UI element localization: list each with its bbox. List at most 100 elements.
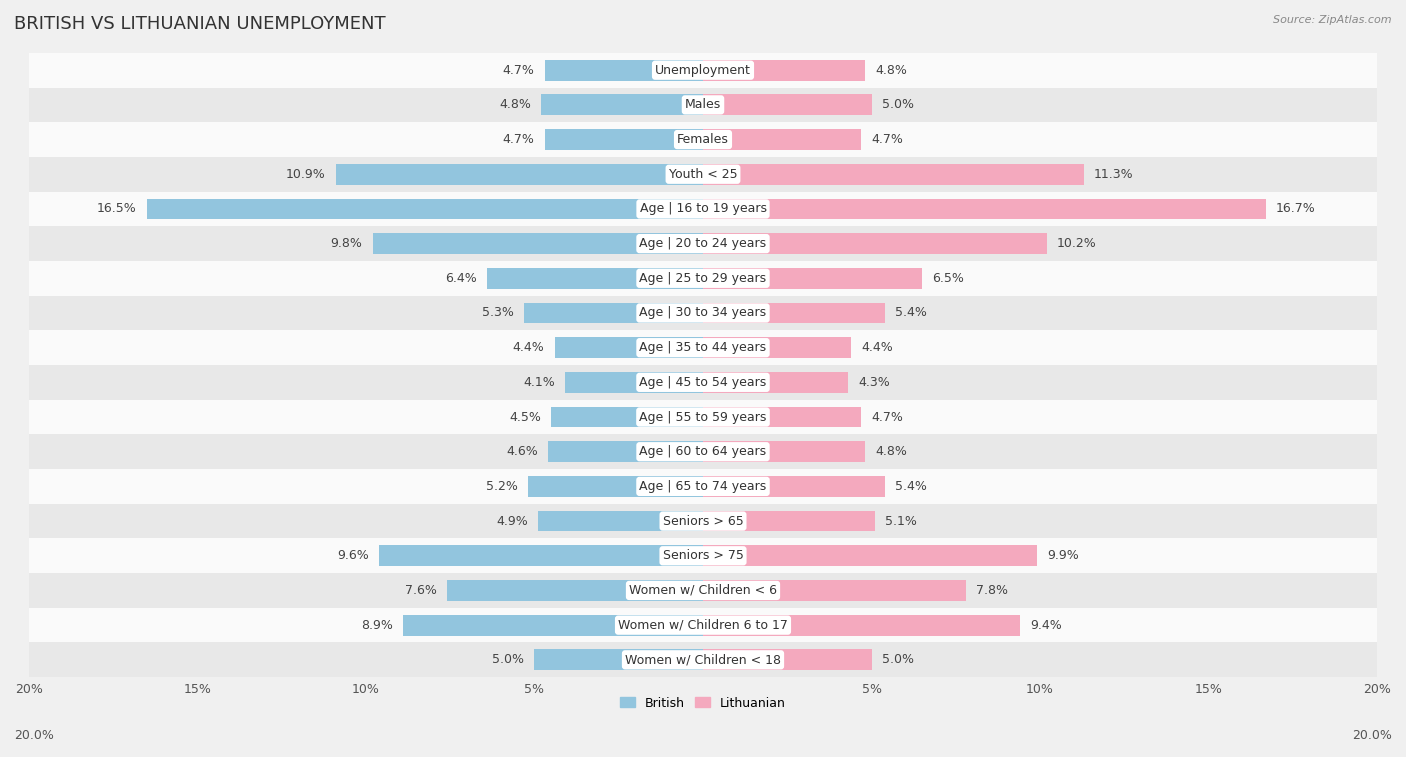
Bar bbox=[541, 95, 703, 115]
Text: 4.7%: 4.7% bbox=[872, 410, 904, 423]
Bar bbox=[447, 580, 703, 601]
Text: 4.8%: 4.8% bbox=[875, 445, 907, 458]
Bar bbox=[703, 372, 848, 393]
Bar bbox=[30, 365, 1376, 400]
Text: 4.8%: 4.8% bbox=[875, 64, 907, 76]
Text: 9.6%: 9.6% bbox=[337, 550, 370, 562]
Text: 20.0%: 20.0% bbox=[14, 729, 53, 742]
Bar bbox=[30, 296, 1376, 330]
Bar bbox=[30, 53, 1376, 88]
Bar bbox=[703, 129, 862, 150]
Text: BRITISH VS LITHUANIAN UNEMPLOYMENT: BRITISH VS LITHUANIAN UNEMPLOYMENT bbox=[14, 15, 385, 33]
Bar bbox=[544, 129, 703, 150]
Bar bbox=[30, 261, 1376, 296]
Bar bbox=[30, 157, 1376, 192]
Bar bbox=[30, 400, 1376, 435]
Text: Age | 55 to 59 years: Age | 55 to 59 years bbox=[640, 410, 766, 423]
Bar bbox=[703, 441, 865, 462]
Bar bbox=[527, 476, 703, 497]
Text: 5.4%: 5.4% bbox=[896, 480, 927, 493]
Bar bbox=[703, 615, 1019, 636]
Text: 4.7%: 4.7% bbox=[502, 133, 534, 146]
Bar bbox=[703, 303, 884, 323]
Text: 7.8%: 7.8% bbox=[976, 584, 1008, 597]
Bar bbox=[30, 573, 1376, 608]
Bar bbox=[703, 198, 1265, 220]
Text: 20.0%: 20.0% bbox=[1353, 729, 1392, 742]
Bar bbox=[555, 338, 703, 358]
Text: 4.7%: 4.7% bbox=[502, 64, 534, 76]
Text: Males: Males bbox=[685, 98, 721, 111]
Text: 4.5%: 4.5% bbox=[509, 410, 541, 423]
Bar bbox=[30, 538, 1376, 573]
Text: Females: Females bbox=[678, 133, 728, 146]
Bar bbox=[703, 338, 851, 358]
Bar bbox=[524, 303, 703, 323]
Text: 4.7%: 4.7% bbox=[872, 133, 904, 146]
Text: Age | 20 to 24 years: Age | 20 to 24 years bbox=[640, 237, 766, 250]
Bar bbox=[30, 192, 1376, 226]
Bar bbox=[544, 60, 703, 80]
Bar bbox=[380, 545, 703, 566]
Text: 4.8%: 4.8% bbox=[499, 98, 531, 111]
Text: Women w/ Children < 6: Women w/ Children < 6 bbox=[628, 584, 778, 597]
Bar bbox=[703, 268, 922, 288]
Bar bbox=[703, 476, 884, 497]
Bar bbox=[565, 372, 703, 393]
Text: Age | 30 to 34 years: Age | 30 to 34 years bbox=[640, 307, 766, 319]
Text: 9.8%: 9.8% bbox=[330, 237, 363, 250]
Bar bbox=[30, 503, 1376, 538]
Bar bbox=[548, 441, 703, 462]
Text: Unemployment: Unemployment bbox=[655, 64, 751, 76]
Text: 8.9%: 8.9% bbox=[361, 618, 392, 631]
Text: Women w/ Children < 18: Women w/ Children < 18 bbox=[626, 653, 780, 666]
Text: 10.9%: 10.9% bbox=[285, 168, 326, 181]
Text: Women w/ Children 6 to 17: Women w/ Children 6 to 17 bbox=[619, 618, 787, 631]
Bar bbox=[336, 164, 703, 185]
Text: 5.1%: 5.1% bbox=[884, 515, 917, 528]
Bar bbox=[404, 615, 703, 636]
Text: 5.0%: 5.0% bbox=[492, 653, 524, 666]
Text: Seniors > 65: Seniors > 65 bbox=[662, 515, 744, 528]
Text: 4.3%: 4.3% bbox=[858, 376, 890, 389]
Text: 11.3%: 11.3% bbox=[1094, 168, 1133, 181]
Text: Age | 25 to 29 years: Age | 25 to 29 years bbox=[640, 272, 766, 285]
Text: Age | 60 to 64 years: Age | 60 to 64 years bbox=[640, 445, 766, 458]
Text: Age | 65 to 74 years: Age | 65 to 74 years bbox=[640, 480, 766, 493]
Text: 4.1%: 4.1% bbox=[523, 376, 555, 389]
Text: 10.2%: 10.2% bbox=[1057, 237, 1097, 250]
Legend: British, Lithuanian: British, Lithuanian bbox=[614, 692, 792, 715]
Bar bbox=[703, 407, 862, 428]
Bar bbox=[30, 122, 1376, 157]
Bar bbox=[488, 268, 703, 288]
Text: Seniors > 75: Seniors > 75 bbox=[662, 550, 744, 562]
Text: 16.5%: 16.5% bbox=[97, 202, 136, 216]
Text: 9.9%: 9.9% bbox=[1047, 550, 1078, 562]
Text: 6.4%: 6.4% bbox=[446, 272, 477, 285]
Bar bbox=[551, 407, 703, 428]
Bar bbox=[703, 545, 1036, 566]
Text: Youth < 25: Youth < 25 bbox=[669, 168, 737, 181]
Bar bbox=[30, 608, 1376, 643]
Bar bbox=[703, 233, 1047, 254]
Bar bbox=[703, 95, 872, 115]
Text: 4.4%: 4.4% bbox=[862, 341, 893, 354]
Text: 7.6%: 7.6% bbox=[405, 584, 437, 597]
Text: 5.3%: 5.3% bbox=[482, 307, 515, 319]
Bar bbox=[534, 650, 703, 670]
Text: Age | 45 to 54 years: Age | 45 to 54 years bbox=[640, 376, 766, 389]
Text: 4.4%: 4.4% bbox=[513, 341, 544, 354]
Text: 5.4%: 5.4% bbox=[896, 307, 927, 319]
Bar bbox=[30, 435, 1376, 469]
Bar bbox=[30, 330, 1376, 365]
Bar bbox=[30, 88, 1376, 122]
Text: 5.2%: 5.2% bbox=[485, 480, 517, 493]
Bar bbox=[30, 469, 1376, 503]
Bar bbox=[703, 511, 875, 531]
Text: 6.5%: 6.5% bbox=[932, 272, 965, 285]
Bar bbox=[146, 198, 703, 220]
Text: 9.4%: 9.4% bbox=[1031, 618, 1062, 631]
Text: 5.0%: 5.0% bbox=[882, 653, 914, 666]
Bar bbox=[373, 233, 703, 254]
Bar bbox=[30, 643, 1376, 678]
